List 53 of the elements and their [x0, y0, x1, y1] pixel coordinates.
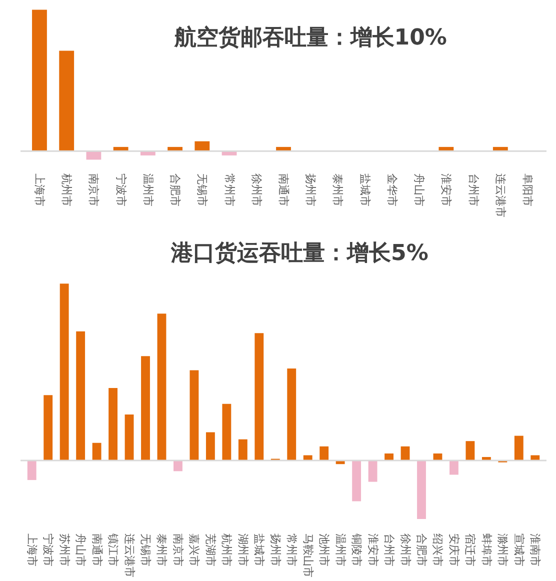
x-tick-label: 滁州市	[496, 534, 510, 566]
x-tick-label: 宣城市	[512, 534, 526, 566]
x-tick-label: 常州市	[222, 174, 236, 206]
x-tick-label: 无锡市	[139, 534, 152, 566]
x-tick-label: 温州市	[141, 174, 154, 206]
x-tick-label: 南京市	[171, 534, 184, 566]
x-tick-label: 南京市	[87, 174, 100, 206]
x-tick-label: 阜阳市	[521, 174, 534, 206]
x-tick-label: 苏州市	[58, 534, 71, 566]
x-tick-label: 合肥市	[414, 534, 428, 566]
x-tick-label: 盐城市	[358, 174, 372, 206]
x-tick-label: 舟山市	[74, 534, 88, 566]
x-tick-label: 淮安市	[440, 174, 453, 206]
x-tick-label: 连云港市	[494, 174, 507, 218]
x-tick-label: 泰州市	[155, 534, 168, 566]
x-tick-label: 盐城市	[252, 534, 266, 566]
x-tick-label: 扬州市	[304, 174, 318, 206]
x-tick-label: 常州市	[285, 534, 298, 566]
x-tick-label: 温州市	[334, 534, 347, 566]
x-tick-label: 宿迁市	[464, 534, 477, 566]
x-tick-label: 徐州市	[250, 174, 263, 206]
x-tick-label: 安庆市	[447, 534, 460, 566]
x-tick-label: 南通市	[277, 174, 290, 206]
x-tick-label: 宁波市	[42, 534, 55, 566]
x-tick-label: 金华市	[385, 174, 398, 206]
x-tick-label: 连云港市	[122, 534, 136, 578]
x-tick-label: 杭州市	[60, 172, 74, 206]
x-tick-label: 芜湖市	[204, 534, 217, 566]
x-tick-label: 镇江市	[106, 532, 120, 566]
x-tick-label: 上海市	[25, 534, 38, 566]
text: 航空货邮吞吐量：增长10%	[173, 24, 447, 51]
x-tick-label: 淮安市	[366, 534, 380, 566]
x-tick-label: 台州市	[382, 534, 396, 566]
x-tick-label: 台州市	[466, 174, 480, 206]
x-tick-label: 泰州市	[331, 174, 344, 206]
x-tick-label: 合肥市	[168, 174, 182, 206]
x-tick-label: 扬州市	[268, 534, 282, 566]
x-tick-label: 南通市	[90, 534, 104, 566]
x-tick-label: 无锡市	[196, 174, 209, 206]
x-tick-label: 上海市	[32, 174, 46, 206]
x-tick-label: 淮南市	[528, 534, 542, 566]
x-tick-label: 绍兴市	[431, 534, 444, 566]
x-tick-label: 嘉兴市	[188, 534, 201, 566]
x-tick-label: 徐州市	[398, 534, 412, 566]
chart-title: 港口货运吞吐量：增长5%	[170, 241, 428, 266]
x-tick-label: 舟山市	[412, 174, 426, 206]
x-tick-label: 蚌埠市	[480, 534, 493, 566]
x-tick-label: 池州市	[318, 534, 331, 566]
x-tick-label: 铜陵市	[350, 532, 364, 566]
x-tick-label: 湖州市	[236, 534, 250, 566]
x-tick-label: 杭州市	[220, 532, 234, 566]
x-tick-label: 马鞍山市	[301, 534, 314, 578]
x-tick-label: 宁波市	[114, 174, 128, 206]
